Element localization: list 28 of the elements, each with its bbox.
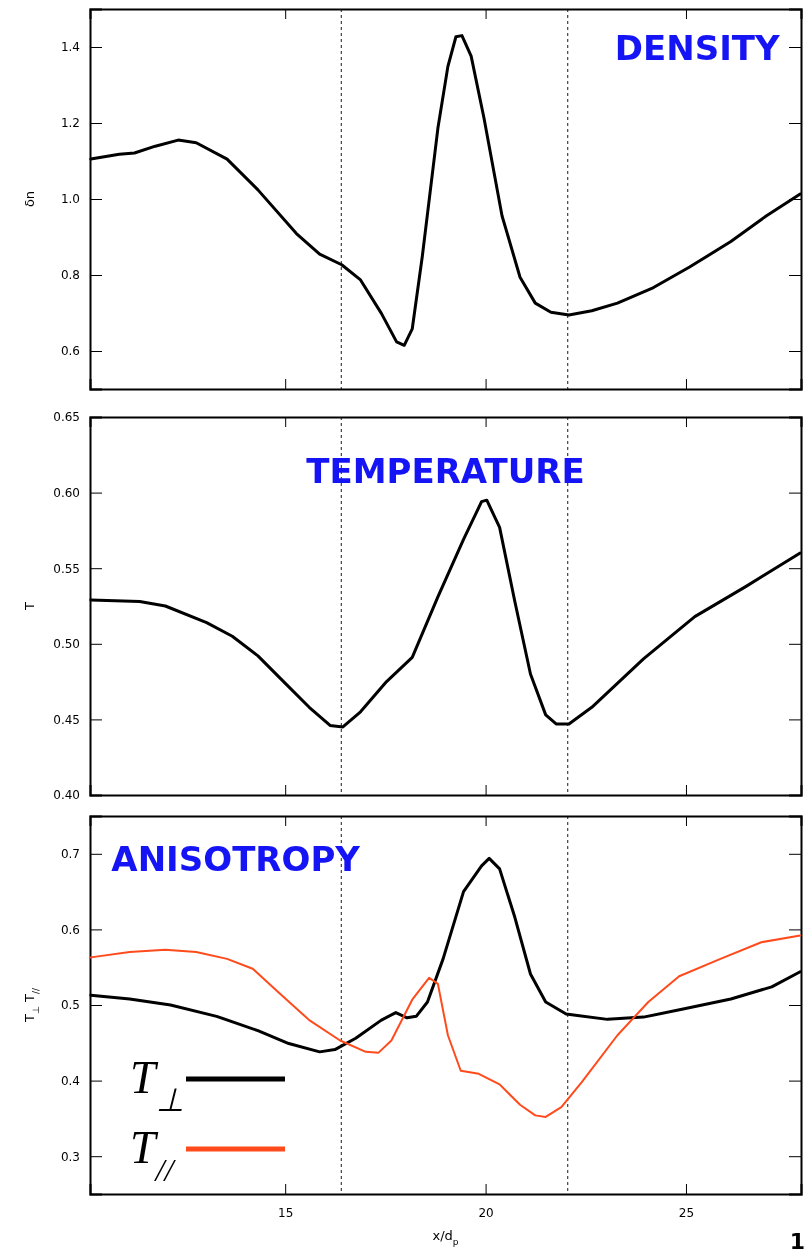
text: 1 — [789, 1229, 805, 1253]
x-tick-label: 15 — [278, 1205, 294, 1220]
text: DENSITY — [614, 28, 781, 69]
y-tick-label: 0.50 — [53, 637, 80, 652]
x-axis-title: x/d$_{p}$ — [432, 1228, 459, 1247]
y-tick-label: 0.4 — [60, 1073, 80, 1088]
x-tick-label: 25 — [678, 1205, 695, 1220]
y-tick-label: 0.60 — [53, 485, 80, 500]
y-axis-title: δn — [22, 190, 37, 208]
y-tick-label: 0.40 — [53, 788, 80, 803]
y-axis-title: T — [22, 601, 37, 611]
y-tick-label: 0.45 — [53, 712, 80, 727]
y-tick-label: 0.5 — [60, 998, 80, 1013]
y-tick-label: 1.0 — [60, 192, 80, 207]
legend-label: T$_{//}$ — [130, 1122, 177, 1188]
y-tick-label: 0.65 — [53, 410, 80, 425]
y-tick-label: 0.6 — [60, 922, 80, 937]
y-tick-label: 0.55 — [53, 561, 80, 576]
y-tick-label: 0.7 — [60, 847, 80, 862]
legend-label: T$_{⊥}$ — [130, 1052, 184, 1118]
y-tick-label: 1.2 — [60, 116, 80, 131]
y-tick-label: 0.3 — [60, 1149, 80, 1164]
text: ANISOTROPY — [111, 838, 361, 879]
text: TEMPERATURE — [306, 451, 585, 492]
y-tick-label: 1.4 — [60, 40, 80, 55]
y-tick-label: 0.6 — [60, 344, 80, 359]
x-tick-label: 20 — [478, 1205, 494, 1220]
y-tick-label: 0.8 — [60, 268, 80, 283]
